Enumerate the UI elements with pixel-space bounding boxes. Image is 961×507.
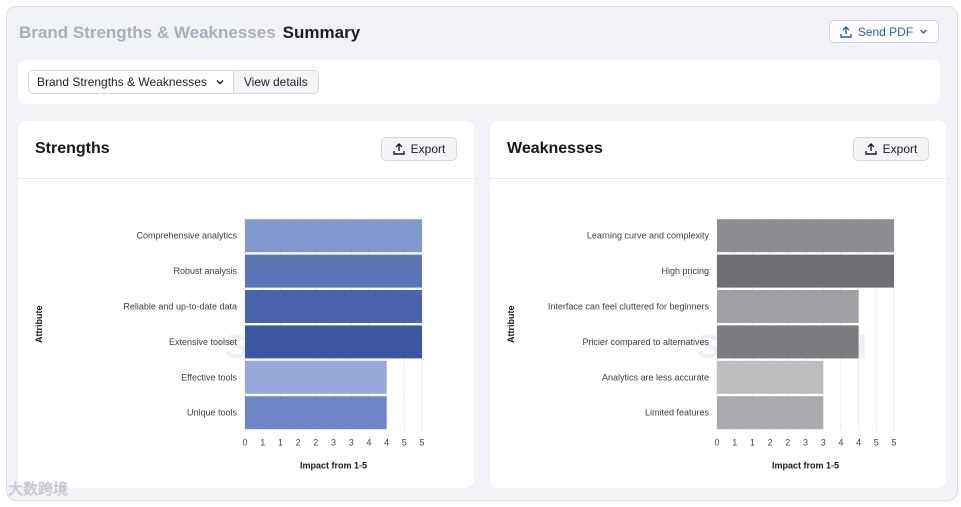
bar (717, 396, 824, 430)
strengths-panel: Strengths Export SEMRUSH01122334455Compr… (18, 121, 474, 488)
x-tick-label: 4 (384, 437, 389, 447)
bar (717, 325, 859, 359)
y-axis-label: Attribute (506, 305, 516, 343)
weaknesses-panel: Weaknesses Export SEMRUSH01122334455Lear… (490, 121, 946, 488)
category-label: Comprehensive analytics (136, 231, 237, 241)
x-tick-label: 2 (296, 437, 301, 447)
export-label: Export (882, 142, 918, 156)
report-selector: Brand Strengths & Weaknesses View detail… (28, 70, 319, 94)
x-tick-label: 1 (260, 437, 265, 447)
report-frame: Brand Strengths & Weaknesses Summary Sen… (6, 6, 958, 501)
x-tick-label: 3 (331, 437, 336, 447)
panel-title: Strengths (35, 140, 110, 157)
page-title: Brand Strengths & Weaknesses Summary (19, 21, 360, 45)
x-tick-label: 0 (714, 437, 719, 447)
category-label: Interface can feel cluttered for beginne… (548, 302, 710, 312)
x-tick-label: 3 (821, 437, 826, 447)
panel-title: Weaknesses (507, 140, 603, 157)
bar (245, 325, 422, 359)
x-tick-label: 5 (419, 437, 424, 447)
x-axis-label: Impact from 1-5 (772, 460, 839, 470)
send-pdf-label: Send PDF (857, 24, 914, 39)
upload-icon (864, 143, 877, 155)
upload-icon (840, 25, 852, 38)
x-tick-label: 3 (349, 437, 354, 447)
view-details-button[interactable]: View details (232, 71, 318, 93)
x-tick-label: 5 (402, 437, 407, 447)
bar (245, 360, 387, 394)
y-axis-label: Attribute (34, 305, 44, 343)
x-axis-label: Impact from 1-5 (300, 460, 367, 470)
x-tick-label: 4 (856, 437, 861, 447)
x-tick-label: 4 (838, 437, 843, 447)
category-label: Reliable and up-to-date data (123, 302, 237, 312)
category-label: Extensive toolset (169, 337, 238, 347)
chevron-down-icon (920, 29, 928, 34)
filter-bar: Brand Strengths & Weaknesses View detail… (18, 60, 940, 104)
report-dropdown[interactable]: Brand Strengths & Weaknesses (29, 71, 233, 93)
chevron-down-icon (216, 79, 224, 85)
panel-header: Strengths Export (18, 121, 474, 179)
report-dropdown-label: Brand Strengths & Weaknesses (37, 75, 207, 89)
bar (245, 219, 422, 253)
bar (245, 396, 387, 430)
x-tick-label: 5 (891, 437, 896, 447)
x-tick-label: 1 (278, 437, 283, 447)
x-tick-label: 0 (242, 437, 247, 447)
x-tick-label: 2 (768, 437, 773, 447)
upload-icon (392, 143, 405, 155)
bar (717, 254, 894, 288)
weaknesses-chart: SEMRUSH01122334455Learning curve and com… (506, 218, 897, 470)
bar (245, 254, 422, 288)
category-label: Pricier compared to alternatives (582, 337, 709, 347)
export-label: Export (410, 142, 446, 156)
category-label: Learning curve and complexity (587, 231, 710, 241)
x-tick-label: 2 (785, 437, 790, 447)
watermark-logo: 大数跨境 (8, 481, 69, 498)
bar (717, 360, 824, 394)
bar (717, 290, 859, 323)
strengths-chart: SEMRUSH01122334455Comprehensive analytic… (34, 218, 425, 470)
send-pdf-button[interactable]: Send PDF (829, 20, 939, 43)
x-tick-label: 4 (366, 437, 371, 447)
bar (717, 219, 894, 253)
bar (245, 290, 422, 323)
x-tick-label: 1 (732, 437, 737, 447)
x-tick-label: 2 (313, 437, 318, 447)
category-label: Effective tools (181, 372, 237, 382)
export-button[interactable]: Export (381, 137, 457, 161)
view-details-label: View details (243, 75, 308, 89)
page-title-section: Brand Strengths & Weaknesses (19, 23, 276, 42)
x-tick-label: 5 (874, 437, 879, 447)
category-label: High pricing (661, 266, 709, 276)
x-tick-label: 1 (750, 437, 755, 447)
x-tick-label: 3 (803, 437, 808, 447)
panel-header: Weaknesses Export (490, 121, 946, 179)
export-button[interactable]: Export (853, 137, 929, 161)
category-label: Robust analysis (173, 266, 237, 276)
category-label: Limited features (645, 408, 710, 418)
category-label: Unique tools (187, 408, 238, 418)
category-label: Analytics are less accurate (602, 372, 709, 382)
page-title-current: Summary (282, 23, 361, 42)
